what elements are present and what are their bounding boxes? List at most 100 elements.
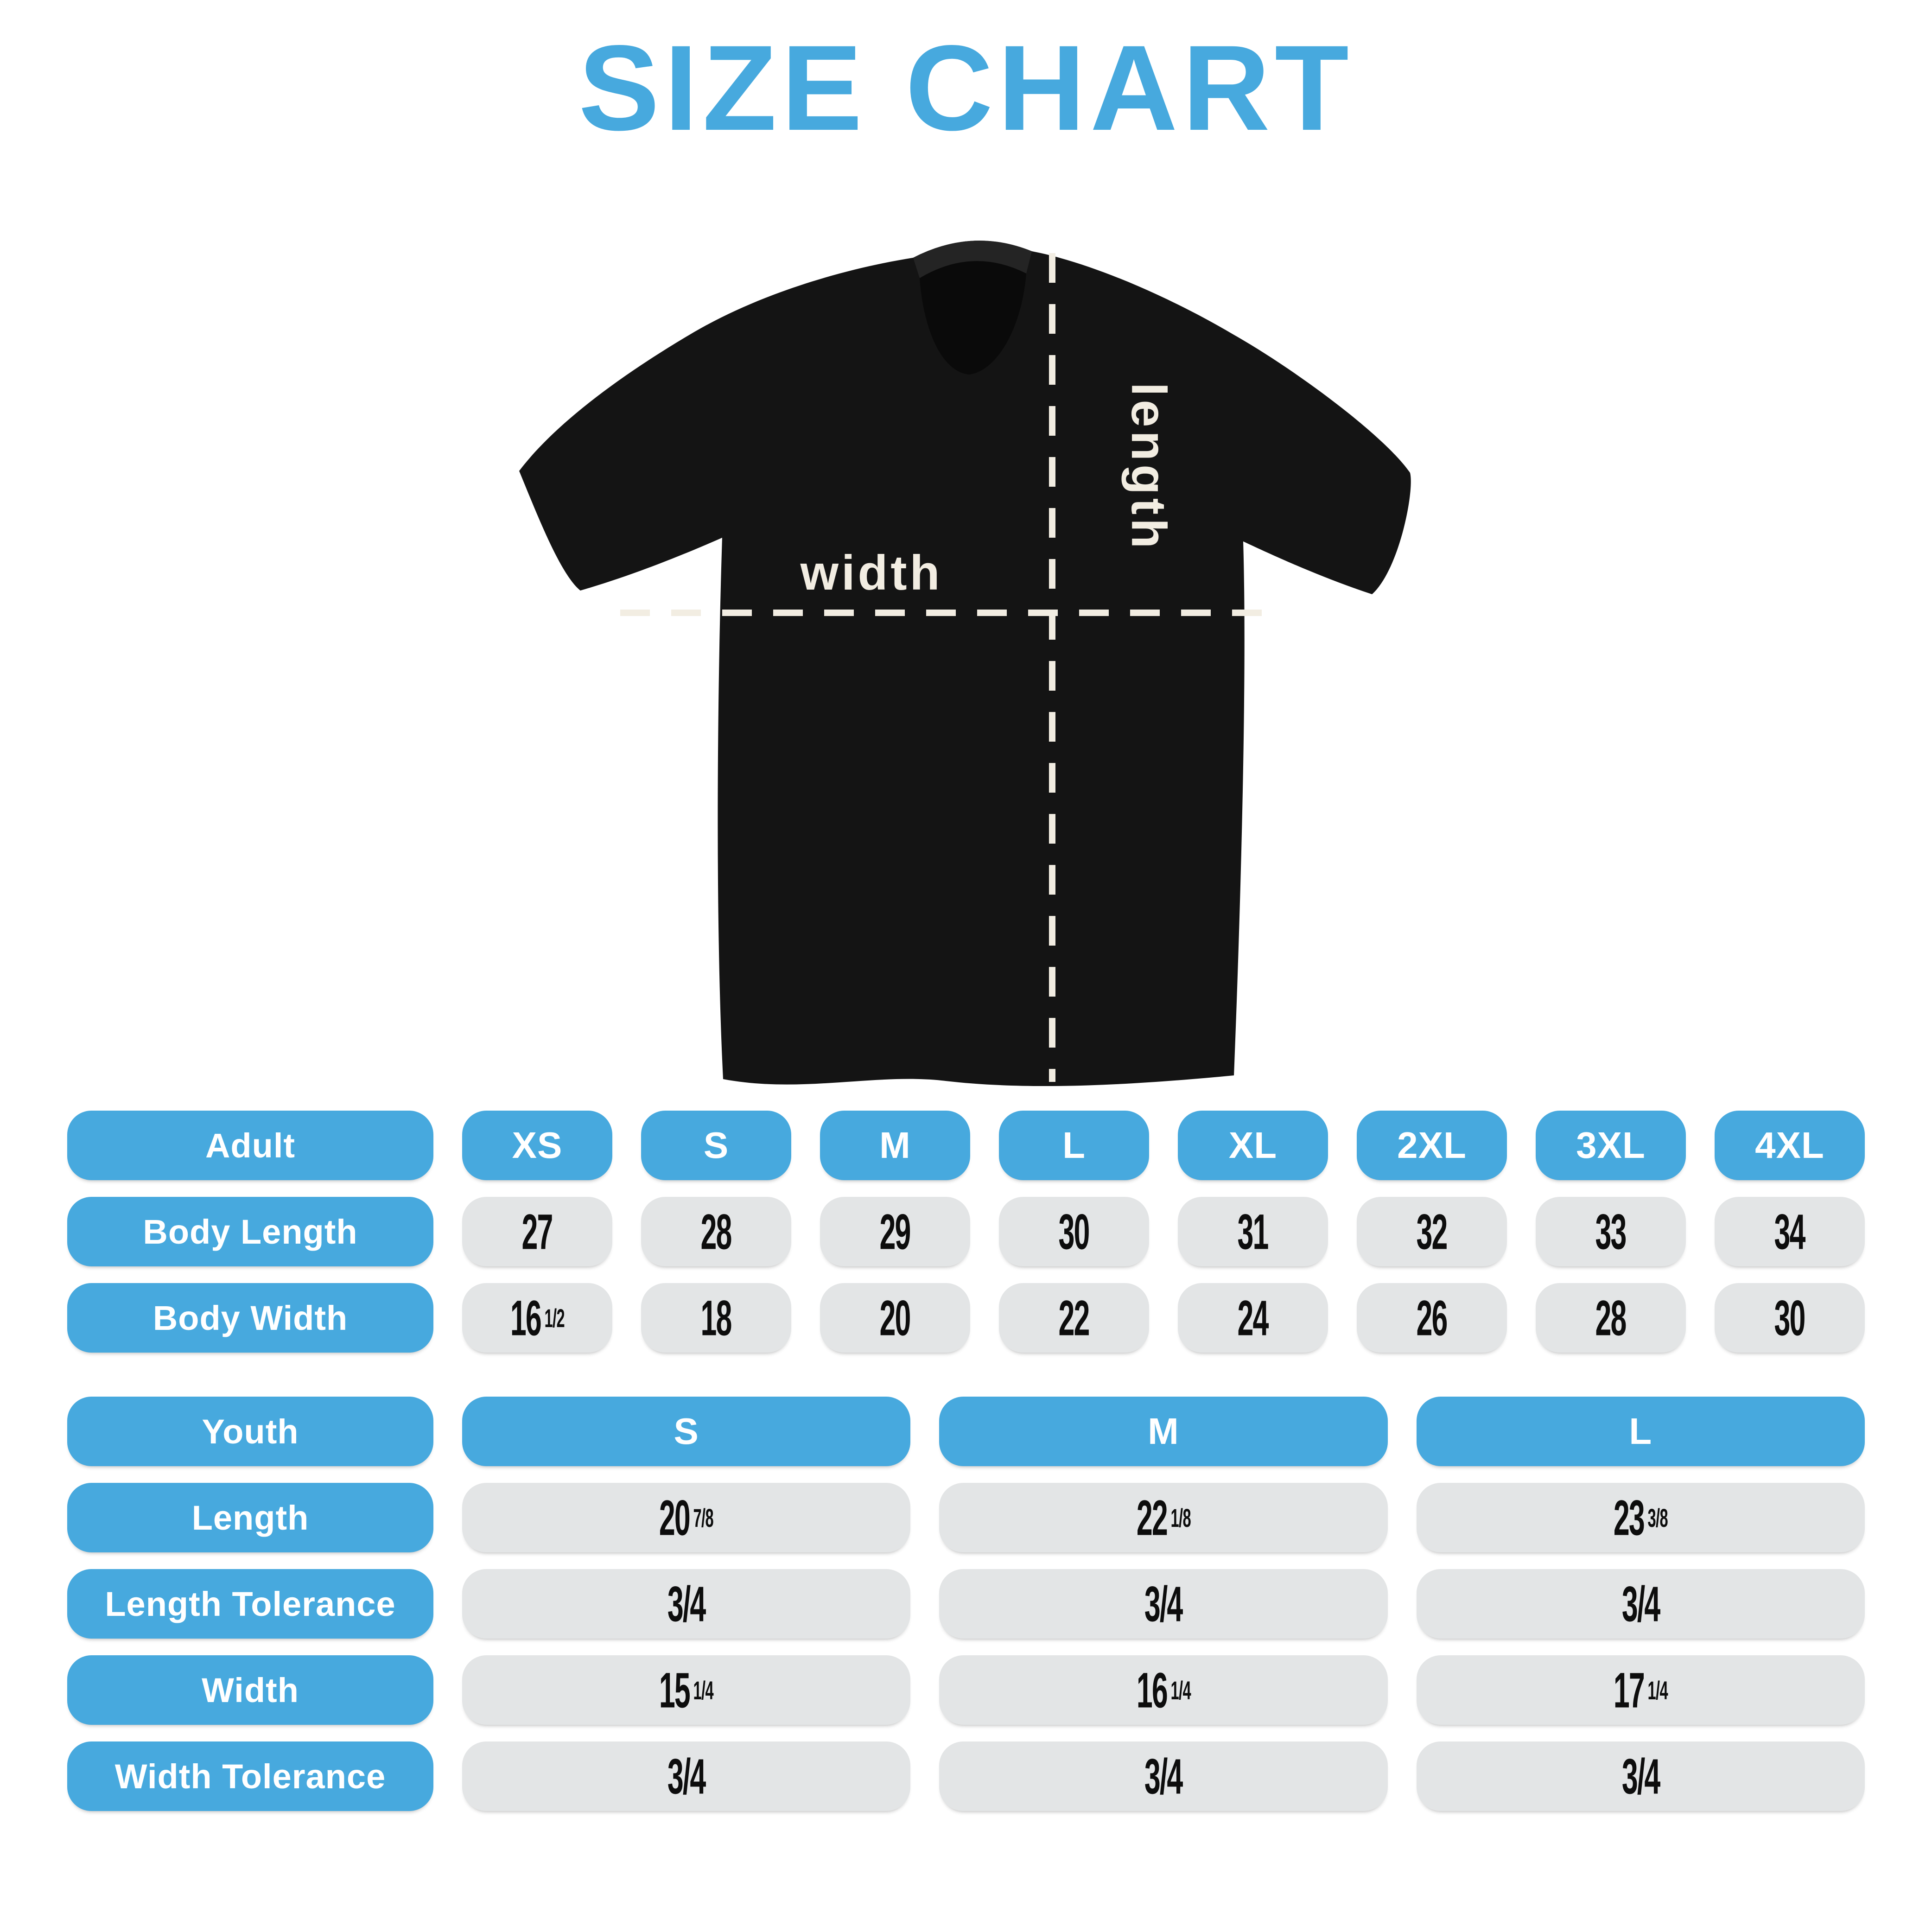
value-number: 20 [880, 1289, 911, 1347]
size-header-text: M [1148, 1411, 1179, 1452]
adult-header-text: Adult [205, 1126, 296, 1165]
value-cell-body-width-xs: 16 1/2 [462, 1283, 612, 1353]
value-number: 30 [1059, 1203, 1090, 1260]
adult-size-header-xs: XS [462, 1111, 612, 1180]
value-main: 3/4 [1144, 1748, 1183, 1804]
value-cell-body-width-l: 22 [999, 1283, 1149, 1353]
value-number: 26 [1417, 1289, 1448, 1347]
tshirt-measurement-diagram: width length [505, 217, 1423, 1102]
value-main: 29 [880, 1203, 911, 1259]
value-main: 22 [1136, 1489, 1168, 1545]
size-header-text: S [703, 1125, 729, 1166]
value-main: 20 [659, 1489, 691, 1545]
adult-size-header-2xl: 2XL [1357, 1111, 1507, 1180]
value-main: 32 [1417, 1203, 1448, 1259]
row-label-text: Body Width [153, 1298, 348, 1337]
value-main: 3/4 [1144, 1575, 1183, 1632]
value-number: 17 1/4 [1614, 1661, 1668, 1719]
row-label-text: Length [191, 1498, 309, 1537]
row-label-text: Body Length [143, 1212, 358, 1251]
value-main: 3/4 [667, 1748, 706, 1804]
value-main: 3/4 [667, 1575, 706, 1632]
adult-size-header-s: S [641, 1111, 791, 1180]
value-number: 3/4 [667, 1575, 706, 1633]
width-measure-label: width [800, 546, 943, 600]
size-header-text: 4XL [1755, 1125, 1824, 1166]
value-number: 3/4 [1144, 1748, 1183, 1805]
value-fraction: 1/4 [693, 1675, 714, 1705]
size-header-text: XS [512, 1125, 563, 1166]
value-main: 17 [1613, 1661, 1645, 1718]
value-number: 22 [1059, 1289, 1090, 1347]
value-number: 23 3/8 [1614, 1489, 1668, 1546]
value-number: 28 [701, 1203, 732, 1260]
value-main: 31 [1238, 1203, 1269, 1259]
length-measure-label: length [1121, 382, 1176, 552]
value-number: 28 [1595, 1289, 1627, 1347]
value-number: 27 [522, 1203, 553, 1260]
value-number: 15 1/4 [659, 1661, 714, 1719]
value-cell-body-length-2xl: 32 [1357, 1197, 1507, 1266]
youth-header-text: Youth [202, 1412, 299, 1451]
size-tables: Adult XS S M L XL 2XL 3XL 4XL Body Lengt… [67, 1111, 1865, 1811]
value-cell-youth-length-l: 23 3/8 [1416, 1483, 1865, 1552]
value-cell-length-tolerance-s: 3/4 [462, 1569, 911, 1639]
value-number: 29 [880, 1203, 911, 1260]
value-cell-body-length-xs: 27 [462, 1197, 612, 1266]
value-number: 3/4 [1621, 1575, 1660, 1633]
page-title: SIZE CHART [578, 20, 1354, 156]
value-cell-length-tolerance-m: 3/4 [939, 1569, 1388, 1639]
row-label-text: Width [202, 1671, 299, 1710]
value-main: 23 [1613, 1489, 1645, 1545]
size-header-text: L [1062, 1125, 1086, 1166]
value-cell-body-width-s: 18 [641, 1283, 791, 1353]
value-cell-body-length-s: 28 [641, 1197, 791, 1266]
value-main: 3/4 [1621, 1575, 1660, 1632]
value-main: 16 [510, 1289, 541, 1346]
tshirt-body-silhouette [519, 241, 1411, 1087]
value-cell-width-tolerance-m: 3/4 [939, 1741, 1388, 1811]
value-cell-body-width-xl: 24 [1178, 1283, 1328, 1353]
value-cell-youth-width-m: 16 1/4 [939, 1655, 1388, 1725]
adult-size-header-xl: XL [1178, 1111, 1328, 1180]
value-cell-body-length-4xl: 34 [1715, 1197, 1865, 1266]
adult-size-header-m: M [820, 1111, 970, 1180]
youth-row-label-width: Width [67, 1655, 433, 1725]
value-cell-width-tolerance-s: 3/4 [462, 1741, 911, 1811]
row-label-text: Length Tolerance [105, 1584, 396, 1623]
value-fraction: 7/8 [693, 1503, 714, 1532]
adult-size-table: Adult XS S M L XL 2XL 3XL 4XL Body Lengt… [67, 1111, 1865, 1353]
value-main: 18 [701, 1289, 732, 1346]
value-main: 34 [1774, 1203, 1806, 1259]
value-number: 33 [1595, 1203, 1627, 1260]
youth-row-label-length-tolerance: Length Tolerance [67, 1569, 433, 1639]
value-cell-body-width-m: 20 [820, 1283, 970, 1353]
value-number: 24 [1238, 1289, 1269, 1347]
value-cell-youth-width-l: 17 1/4 [1416, 1655, 1865, 1725]
value-cell-body-width-4xl: 30 [1715, 1283, 1865, 1353]
value-cell-body-length-m: 29 [820, 1197, 970, 1266]
size-header-text: S [674, 1411, 699, 1452]
adult-row-label-body-length: Body Length [67, 1197, 433, 1266]
value-main: 28 [701, 1203, 732, 1259]
value-fraction: 1/8 [1170, 1503, 1191, 1532]
value-number: 16 1/4 [1136, 1661, 1191, 1719]
value-number: 18 [701, 1289, 732, 1347]
size-header-text: M [879, 1125, 911, 1166]
youth-table-header-label: Youth [67, 1397, 433, 1466]
adult-table-header-label: Adult [67, 1111, 433, 1180]
value-number: 32 [1417, 1203, 1448, 1260]
youth-row-label-width-tolerance: Width Tolerance [67, 1741, 433, 1811]
value-main: 16 [1136, 1661, 1168, 1718]
size-header-text: 3XL [1576, 1125, 1646, 1166]
value-number: 22 1/8 [1136, 1489, 1191, 1546]
value-cell-body-width-2xl: 26 [1357, 1283, 1507, 1353]
value-cell-youth-width-s: 15 1/4 [462, 1655, 911, 1725]
value-cell-youth-length-s: 20 7/8 [462, 1483, 911, 1552]
value-main: 30 [1774, 1289, 1806, 1346]
adult-row-label-body-width: Body Width [67, 1283, 433, 1353]
value-number: 3/4 [667, 1748, 706, 1805]
value-main: 24 [1238, 1289, 1269, 1346]
value-main: 33 [1595, 1203, 1627, 1259]
